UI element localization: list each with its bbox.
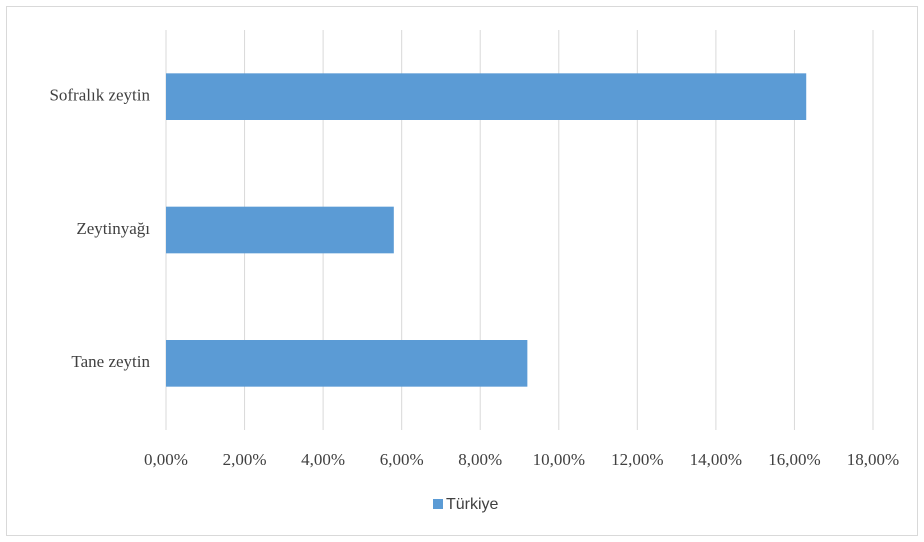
bar <box>166 73 807 120</box>
x-tick-label: 10,00% <box>533 450 585 469</box>
x-tick-label: 6,00% <box>380 450 424 469</box>
x-tick-label: 4,00% <box>301 450 345 469</box>
x-tick-label: 16,00% <box>768 450 820 469</box>
bar <box>166 340 528 387</box>
y-tick-label: Sofralık zeytin <box>49 86 150 105</box>
legend-label: Türkiye <box>446 496 499 513</box>
x-tick-label: 8,00% <box>458 450 502 469</box>
x-tick-label: 14,00% <box>690 450 742 469</box>
y-tick-label: Zeytinyağı <box>76 219 150 238</box>
bar <box>166 206 394 254</box>
legend-swatch <box>433 499 443 509</box>
x-tick-label: 2,00% <box>223 450 267 469</box>
x-tick-label: 0,00% <box>144 450 188 469</box>
x-tick-label: 18,00% <box>847 450 899 469</box>
y-tick-label: Tane zeytin <box>71 352 150 371</box>
x-tick-label: 12,00% <box>611 450 663 469</box>
